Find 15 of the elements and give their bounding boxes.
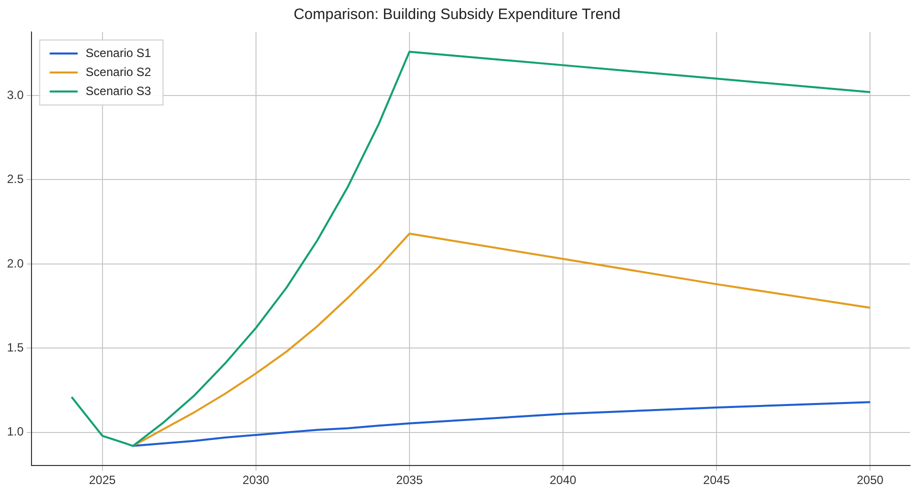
x-tick-label: 2045: [703, 473, 730, 488]
x-tick-label: 2035: [396, 473, 424, 488]
y-tick-label: 1.5: [6, 340, 24, 354]
x-tick-label: 2050: [856, 473, 884, 488]
x-tick-label: 2030: [242, 473, 270, 488]
legend-label: Scenario S1: [86, 46, 152, 60]
y-tick-label: 1.0: [6, 424, 24, 439]
chart-title: Comparison: Building Subsidy Expenditure Trend: [294, 6, 620, 24]
x-tick-label: 2025: [88, 473, 116, 488]
legend-label: Scenario S2: [86, 64, 152, 79]
legend-label: Scenario S3: [86, 84, 152, 98]
x-tick-label: 2040: [550, 473, 577, 488]
y-tick-label: 2.5: [6, 172, 24, 186]
y-tick-label: 3.0: [6, 88, 24, 102]
y-tick-label: 2.0: [6, 256, 24, 270]
